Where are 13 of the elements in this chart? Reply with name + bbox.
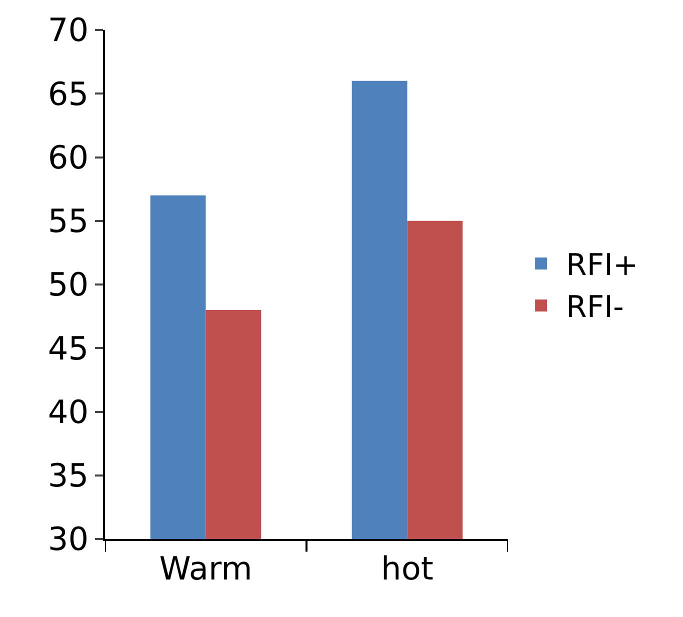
y-tick-label: 35 [48,456,89,495]
x-tick-label: hot [381,549,434,588]
y-tick-label: 55 [48,202,89,240]
y-tick-label: 40 [48,392,89,431]
y-tick-label: 60 [48,138,89,176]
legend-label: RFI+ [566,248,638,284]
legend-label: RFI- [566,290,624,326]
y-tick-label: 45 [48,329,89,368]
x-tick-label: Warm [159,549,252,588]
y-tick-label: 70 [48,11,89,50]
y-tick-label: 30 [48,520,89,558]
y-tick-label: 65 [48,74,89,113]
y-tick-label: 50 [48,266,89,304]
